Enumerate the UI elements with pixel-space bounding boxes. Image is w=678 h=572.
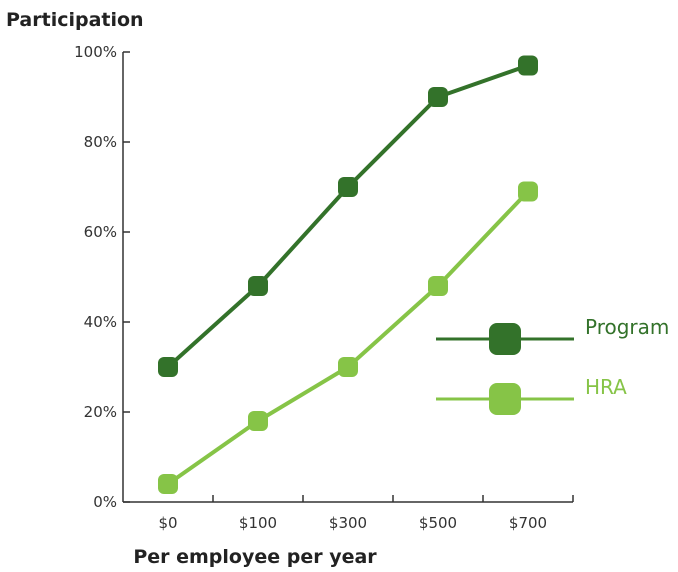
y-tick-label: 20% <box>84 403 117 421</box>
y-tick-label: 100% <box>74 43 117 61</box>
y-tick-label: 40% <box>84 313 117 331</box>
x-tick-label: $500 <box>419 514 457 532</box>
data-point-hra <box>338 357 358 377</box>
x-axis-label: Per employee per year <box>133 546 377 568</box>
legend-label: Program <box>585 315 669 339</box>
data-point-program <box>428 87 448 107</box>
data-point-hra <box>248 411 268 431</box>
legend-label: HRA <box>585 375 627 399</box>
x-tick-label: $0 <box>158 514 177 532</box>
y-axis-label: Participation <box>6 9 144 31</box>
data-point-program <box>158 357 178 377</box>
x-tick-label: $300 <box>329 514 367 532</box>
data-point-hra <box>518 181 538 202</box>
y-ticks: 0% 20% 40% 60% 80% 100% <box>74 43 130 511</box>
data-point-program <box>338 177 358 197</box>
data-point-program <box>248 276 268 296</box>
series-line-program <box>166 63 529 369</box>
data-point-hra <box>428 276 448 296</box>
series-group <box>158 55 538 494</box>
y-tick-label: 80% <box>84 133 117 151</box>
y-tick-label: 60% <box>84 223 117 241</box>
y-tick-label: 0% <box>93 493 117 511</box>
data-point-hra <box>158 474 178 494</box>
legend: Program HRA <box>436 315 669 415</box>
data-point-program <box>518 55 538 76</box>
legend-marker <box>489 323 521 355</box>
legend-marker <box>489 383 521 415</box>
x-tick-label: $700 <box>509 514 547 532</box>
x-ticks: $0 $100 $300 $500 $700 <box>158 495 574 532</box>
axes <box>122 52 573 503</box>
x-tick-label: $100 <box>239 514 277 532</box>
